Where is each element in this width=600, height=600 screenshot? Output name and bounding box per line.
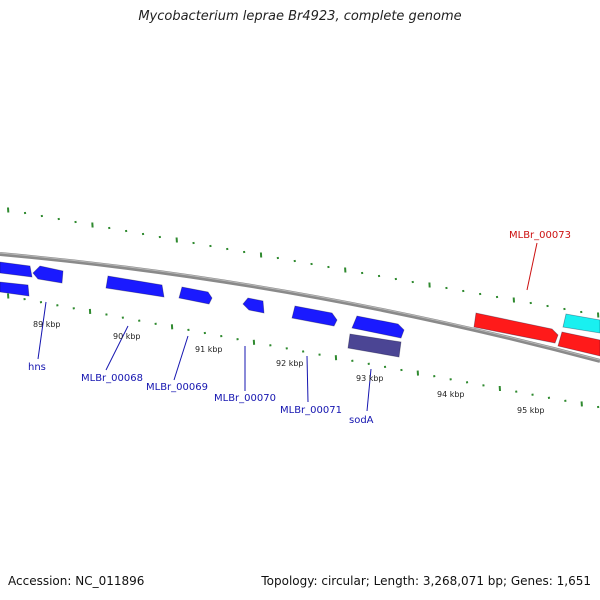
gene-arrow: [557, 331, 600, 357]
gene-arrow: [473, 312, 559, 344]
gene-label-mlbr-00068: MLBr_00068: [81, 373, 143, 384]
label-connector-line: [105, 325, 129, 371]
gene-arrow: [562, 313, 600, 334]
gene-arrow: [291, 305, 338, 327]
label-connector-line: [366, 368, 372, 412]
genome-summary-text: Topology: circular; Length: 3,268,071 bp…: [261, 574, 591, 588]
scale-label-90kbp: 90 kbp: [113, 332, 141, 341]
inner-tick-ring: [7, 293, 600, 409]
gene-arrow: [347, 333, 402, 358]
genome-backbone-highlight: [0, 252, 600, 361]
scale-label-91kbp: 91 kbp: [195, 345, 223, 354]
gene-label-hns: hns: [28, 362, 46, 373]
gene-arrow: [0, 261, 33, 278]
scale-label-92kbp: 92 kbp: [276, 359, 304, 368]
outer-tick-ring: [7, 207, 600, 318]
gene-label-mlbr-00069: MLBr_00069: [146, 382, 208, 393]
gene-features: [0, 261, 600, 358]
scale-label-89kbp: 89 kbp: [33, 320, 61, 329]
gene-arrow: [242, 297, 265, 314]
label-connector-line: [526, 242, 538, 291]
gene-label-mlbr-00070: MLBr_00070: [214, 393, 276, 404]
scale-label-93kbp: 93 kbp: [356, 374, 384, 383]
map-title: Mycobacterium leprae Br4923, complete ge…: [138, 9, 462, 24]
gene-arrow: [105, 275, 165, 298]
gene-label-mlbr-00073: MLBr_00073: [509, 230, 571, 241]
gene-label-soda: sodA: [349, 415, 374, 426]
scale-label-94kbp: 94 kbp: [437, 390, 465, 399]
label-connector-line: [37, 301, 47, 360]
gene-arrow: [178, 286, 213, 305]
label-connectors: [37, 242, 538, 412]
gene-arrow: [351, 315, 405, 339]
label-connector-line: [306, 355, 309, 403]
accession-text: Accession: NC_011896: [8, 574, 145, 588]
gene-arrow: [32, 265, 64, 284]
scale-label-95kbp: 95 kbp: [517, 406, 545, 415]
genome-backbone: [0, 252, 600, 363]
label-connector-line: [173, 335, 189, 381]
gene-arrow: [0, 281, 30, 297]
gene-label-mlbr-00071: MLBr_00071: [280, 405, 342, 416]
